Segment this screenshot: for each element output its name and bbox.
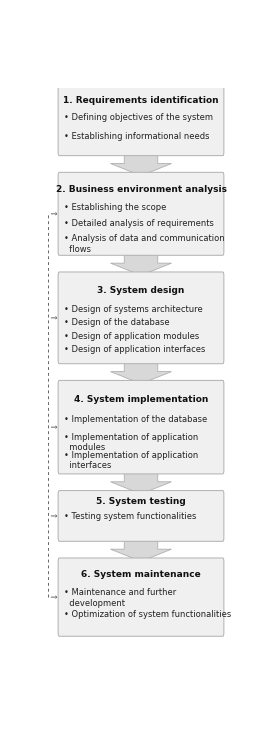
- Text: 6. System maintenance: 6. System maintenance: [81, 569, 201, 579]
- Polygon shape: [110, 538, 171, 561]
- Text: • Analysis of data and communication
  flows: • Analysis of data and communication flo…: [64, 234, 225, 253]
- FancyBboxPatch shape: [58, 272, 224, 364]
- FancyBboxPatch shape: [58, 86, 224, 156]
- Text: • Establishing the scope: • Establishing the scope: [64, 203, 167, 212]
- Polygon shape: [110, 471, 171, 494]
- Text: • Detailed analysis of requirements: • Detailed analysis of requirements: [64, 219, 214, 228]
- Text: • Implementation of the database: • Implementation of the database: [64, 415, 208, 424]
- Text: • Defining objectives of the system: • Defining objectives of the system: [64, 113, 213, 122]
- Polygon shape: [110, 252, 171, 275]
- FancyBboxPatch shape: [58, 558, 224, 636]
- Text: • Establishing informational needs: • Establishing informational needs: [64, 132, 210, 141]
- Text: • Design of the database: • Design of the database: [64, 318, 170, 327]
- FancyBboxPatch shape: [58, 172, 224, 255]
- Text: 5. System testing: 5. System testing: [96, 497, 186, 507]
- Text: • Maintenance and further
  development: • Maintenance and further development: [64, 589, 177, 608]
- Text: • Design of systems architecture: • Design of systems architecture: [64, 305, 203, 314]
- FancyBboxPatch shape: [58, 381, 224, 474]
- Text: • Optimization of system functionalities: • Optimization of system functionalities: [64, 610, 231, 619]
- Text: • Implementation of application
  modules: • Implementation of application modules: [64, 433, 198, 452]
- Text: 2. Business environment analysis: 2. Business environment analysis: [56, 185, 227, 194]
- Polygon shape: [110, 152, 171, 176]
- Text: • Testing system functionalities: • Testing system functionalities: [64, 512, 197, 521]
- Text: • Implementation of application
  interfaces: • Implementation of application interfac…: [64, 451, 198, 470]
- Text: 4. System implementation: 4. System implementation: [74, 395, 208, 404]
- Text: • Design of application modules: • Design of application modules: [64, 332, 199, 340]
- Polygon shape: [110, 360, 171, 384]
- Text: 1. Requirements identification: 1. Requirements identification: [63, 96, 219, 105]
- Text: 3. System design: 3. System design: [97, 286, 185, 295]
- Text: • Design of application interfaces: • Design of application interfaces: [64, 345, 205, 354]
- FancyBboxPatch shape: [58, 490, 224, 541]
